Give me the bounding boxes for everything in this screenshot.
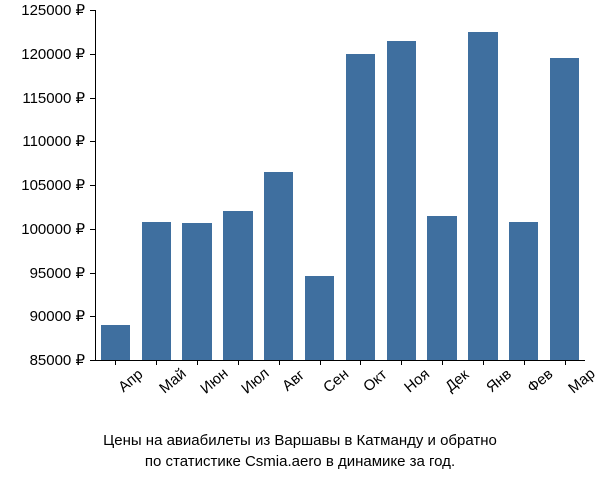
x-label-slot: Июн <box>177 365 218 425</box>
x-label-slot: Фев <box>503 365 544 425</box>
y-tick-label: 110000 ₽ <box>22 132 85 150</box>
y-axis: 85000 ₽90000 ₽95000 ₽100000 ₽105000 ₽110… <box>0 10 90 360</box>
bar-slot <box>177 10 218 360</box>
x-label-slot: Сен <box>299 365 340 425</box>
bar <box>509 222 538 360</box>
bar <box>182 223 211 360</box>
bar <box>142 222 171 360</box>
x-tick-mark <box>320 360 321 365</box>
bar-slot <box>462 10 503 360</box>
x-label-slot: Апр <box>95 365 136 425</box>
caption-line-1: Цены на авиабилеты из Варшавы в Катманду… <box>103 432 497 449</box>
bar <box>223 211 252 360</box>
y-tick-label: 95000 ₽ <box>30 264 85 282</box>
x-tick-mark <box>565 360 566 365</box>
x-tick-mark <box>524 360 525 365</box>
bar-slot <box>136 10 177 360</box>
bar <box>550 58 579 360</box>
bar-slot <box>422 10 463 360</box>
y-tick-label: 90000 ₽ <box>30 307 85 325</box>
x-tick-mark <box>360 360 361 365</box>
x-tick-mark <box>156 360 157 365</box>
y-tick-mark <box>90 185 95 186</box>
x-tick-mark <box>197 360 198 365</box>
x-tick-mark <box>279 360 280 365</box>
y-tick-label: 125000 ₽ <box>21 1 85 19</box>
y-tick-mark <box>90 273 95 274</box>
y-tick-mark <box>90 54 95 55</box>
x-label-slot: Ноя <box>381 365 422 425</box>
bar-slot <box>217 10 258 360</box>
bar <box>346 54 375 360</box>
bar <box>387 41 416 360</box>
y-tick-label: 115000 ₽ <box>22 89 85 107</box>
bar-slot <box>95 10 136 360</box>
x-tick-mark <box>115 360 116 365</box>
bar-slot <box>299 10 340 360</box>
x-label-slot: Авг <box>258 365 299 425</box>
bars-group <box>95 10 585 360</box>
x-label-slot: Дек <box>422 365 463 425</box>
y-axis-line <box>95 10 96 360</box>
x-tick-label: Мар <box>556 371 591 404</box>
caption-line-2: по статистике Csmia.aero в динамике за г… <box>145 453 455 470</box>
bar <box>427 216 456 360</box>
x-tick-mark <box>483 360 484 365</box>
y-tick-mark <box>90 229 95 230</box>
x-tick-label: Авг <box>272 371 302 400</box>
plot-area <box>95 10 585 360</box>
x-tick-mark <box>238 360 239 365</box>
bar <box>305 276 334 360</box>
price-chart: 85000 ₽ 90000 ₽ 95000 ₽ 100000 ₽ 105000 ₽ 110… <box>0 0 600 500</box>
chart-caption: Цены на авиабилеты из Варшавы в Катманду… <box>0 430 600 472</box>
x-label-slot: Май <box>136 365 177 425</box>
y-tick-mark <box>90 360 95 361</box>
y-tick-mark <box>90 316 95 317</box>
x-axis-labels: АпрМайИюнИюл АвгСенОктНояДекЯнвФевМар <box>95 365 585 425</box>
y-tick-label: 85000 ₽ <box>30 351 85 369</box>
x-tick-mark <box>442 360 443 365</box>
x-label-slot: Мар <box>544 365 585 425</box>
x-tick-mark <box>401 360 402 365</box>
x-axis-line <box>95 360 585 361</box>
bar-slot <box>258 10 299 360</box>
x-label-slot: Июл <box>217 365 258 425</box>
y-tick-label: 100000 ₽ <box>21 220 85 238</box>
bar-slot <box>544 10 585 360</box>
bar <box>264 172 293 360</box>
x-label-slot: Окт <box>340 365 381 425</box>
y-tick-label: 120000 ₽ <box>21 45 85 63</box>
x-label-slot: Янв <box>462 365 503 425</box>
bar-slot <box>340 10 381 360</box>
bar-slot <box>503 10 544 360</box>
y-tick-mark <box>90 10 95 11</box>
bar <box>101 325 130 360</box>
y-tick-mark <box>90 141 95 142</box>
y-tick-mark <box>90 98 95 99</box>
bar <box>468 32 497 360</box>
y-tick-label: 105000 ₽ <box>21 176 85 194</box>
bar-slot <box>381 10 422 360</box>
